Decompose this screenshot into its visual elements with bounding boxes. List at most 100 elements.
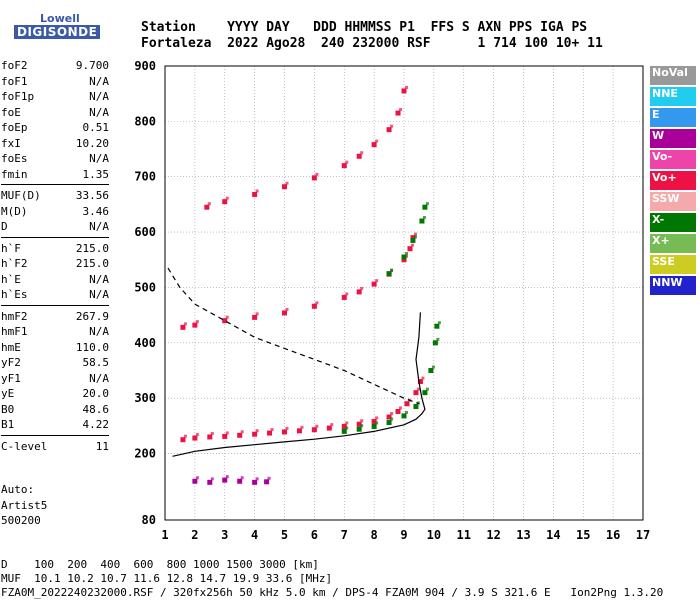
polarization-legend: NoVal NNE E W Vo- Vo+ SSW X- X+ SSE NNW [650, 66, 696, 297]
echo-point [390, 417, 394, 421]
echo-point [255, 429, 259, 433]
echo-point [436, 337, 440, 341]
echo-point [180, 437, 186, 443]
echo-point [422, 390, 428, 396]
echo-point [341, 294, 347, 300]
echo-point [240, 476, 244, 480]
echo-point [222, 199, 228, 205]
echo-point [416, 387, 420, 391]
echo-point [225, 431, 229, 435]
echo-point [425, 202, 429, 206]
echo-point [252, 431, 258, 437]
x-tick-label: 8 [371, 528, 378, 542]
param-value: 48.6 [82, 402, 110, 416]
echo-point [252, 314, 258, 320]
param-value: 20.0 [82, 387, 110, 400]
param-row: M(D) 3.46 [1, 204, 109, 220]
echo-point [180, 324, 186, 330]
auto-program: Artist5 [1, 498, 48, 512]
profile-curve [172, 312, 426, 457]
lowell-digisonde-logo: Lowell DIGISONDE [2, 12, 101, 42]
echo-point [413, 404, 419, 409]
echo-point [282, 184, 287, 190]
echo-point [296, 428, 302, 434]
echo-point [210, 431, 214, 435]
y-tick-label: 200 [134, 447, 156, 461]
legend-item-x-: X- [650, 213, 696, 232]
legend-item-vo-: Vo+ [650, 171, 696, 190]
echo-point [240, 430, 244, 434]
echo-point [401, 254, 407, 260]
param-name: foEs [1, 152, 28, 165]
echo-point [192, 478, 198, 484]
param-value: N/A [89, 288, 109, 301]
echo-point [399, 406, 403, 410]
echo-point [285, 181, 289, 185]
echo-point [192, 435, 198, 441]
param-row: foF2 9.700 [1, 58, 109, 74]
param-row: fmin 1.35 [1, 167, 109, 183]
param-value: 10.20 [75, 136, 109, 150]
param-value: 110.0 [75, 340, 109, 354]
param-value: N/A [89, 152, 109, 165]
legend-item-noval: NoVal [650, 66, 696, 85]
param-value: N/A [89, 371, 109, 385]
logo-text-digisonde: DIGISONDE [14, 25, 101, 39]
echo-point [267, 476, 271, 480]
echo-point [311, 175, 317, 181]
param-separator [1, 184, 109, 185]
x-tick-label: 10 [427, 528, 441, 542]
logo-text-lowell: Lowell [40, 12, 80, 25]
param-value: 9.700 [75, 59, 109, 72]
echo-point [399, 108, 403, 112]
echo-point [315, 172, 319, 176]
echo-point [405, 85, 408, 89]
param-separator [1, 236, 109, 238]
echo-point [371, 281, 377, 287]
header-line-2: Fortaleza 2022 Ago28 240 232000 RSF 1 71… [141, 36, 603, 51]
echo-point [222, 318, 228, 324]
station-header: Station YYYY DAY DDD HHMMSS P1 FFS S AXN… [141, 20, 603, 52]
x-tick-label: 12 [486, 528, 500, 542]
echo-point [207, 479, 213, 485]
param-name: fmin [1, 167, 28, 181]
param-name: foF1p [1, 90, 35, 103]
echo-point [195, 476, 199, 480]
x-tick-label: 2 [191, 528, 198, 542]
legend-item-nne: NNE [650, 87, 696, 106]
scaled-parameters-panel: foF2 9.700 foF1 N/A foF1p N/A foE N/A foEp 0.51 fx… [1, 58, 109, 454]
x-tick-label: 15 [576, 528, 590, 542]
param-value: 33.56 [75, 189, 109, 202]
x-tick-label: 1 [161, 528, 168, 542]
echo-point [410, 243, 414, 247]
echo-point [225, 315, 229, 319]
echo-point [386, 420, 392, 426]
x-tick-label: 14 [546, 528, 560, 542]
param-row: D N/A [1, 219, 109, 235]
param-name: yF1 [1, 371, 21, 385]
echo-point [375, 279, 379, 283]
echo-point [432, 340, 438, 346]
echo-point [225, 196, 229, 200]
y-tick-label: 80 [142, 513, 156, 527]
echo-point [345, 160, 349, 164]
echo-point [345, 421, 349, 425]
echo-point [386, 271, 392, 277]
param-name: D [1, 220, 8, 233]
param-row: MUF(D) 33.56 [1, 188, 109, 204]
param-value: 58.5 [82, 356, 110, 369]
param-value: N/A [89, 272, 109, 286]
legend-item-x-: X+ [650, 234, 696, 253]
y-tick-label: 800 [134, 114, 156, 128]
footer: D 100 200 400 600 800 1000 1500 3000 [km… [1, 558, 663, 600]
echo-point [404, 401, 410, 407]
x-tick-label: 11 [457, 528, 471, 542]
param-row: B1 4.22 [1, 417, 109, 433]
echo-point [375, 139, 379, 143]
param-name: foEp [1, 121, 28, 134]
echo-point [204, 204, 210, 210]
param-name: h`E [1, 272, 21, 286]
param-name: h`F2 [1, 257, 28, 270]
echo-point [195, 433, 199, 437]
